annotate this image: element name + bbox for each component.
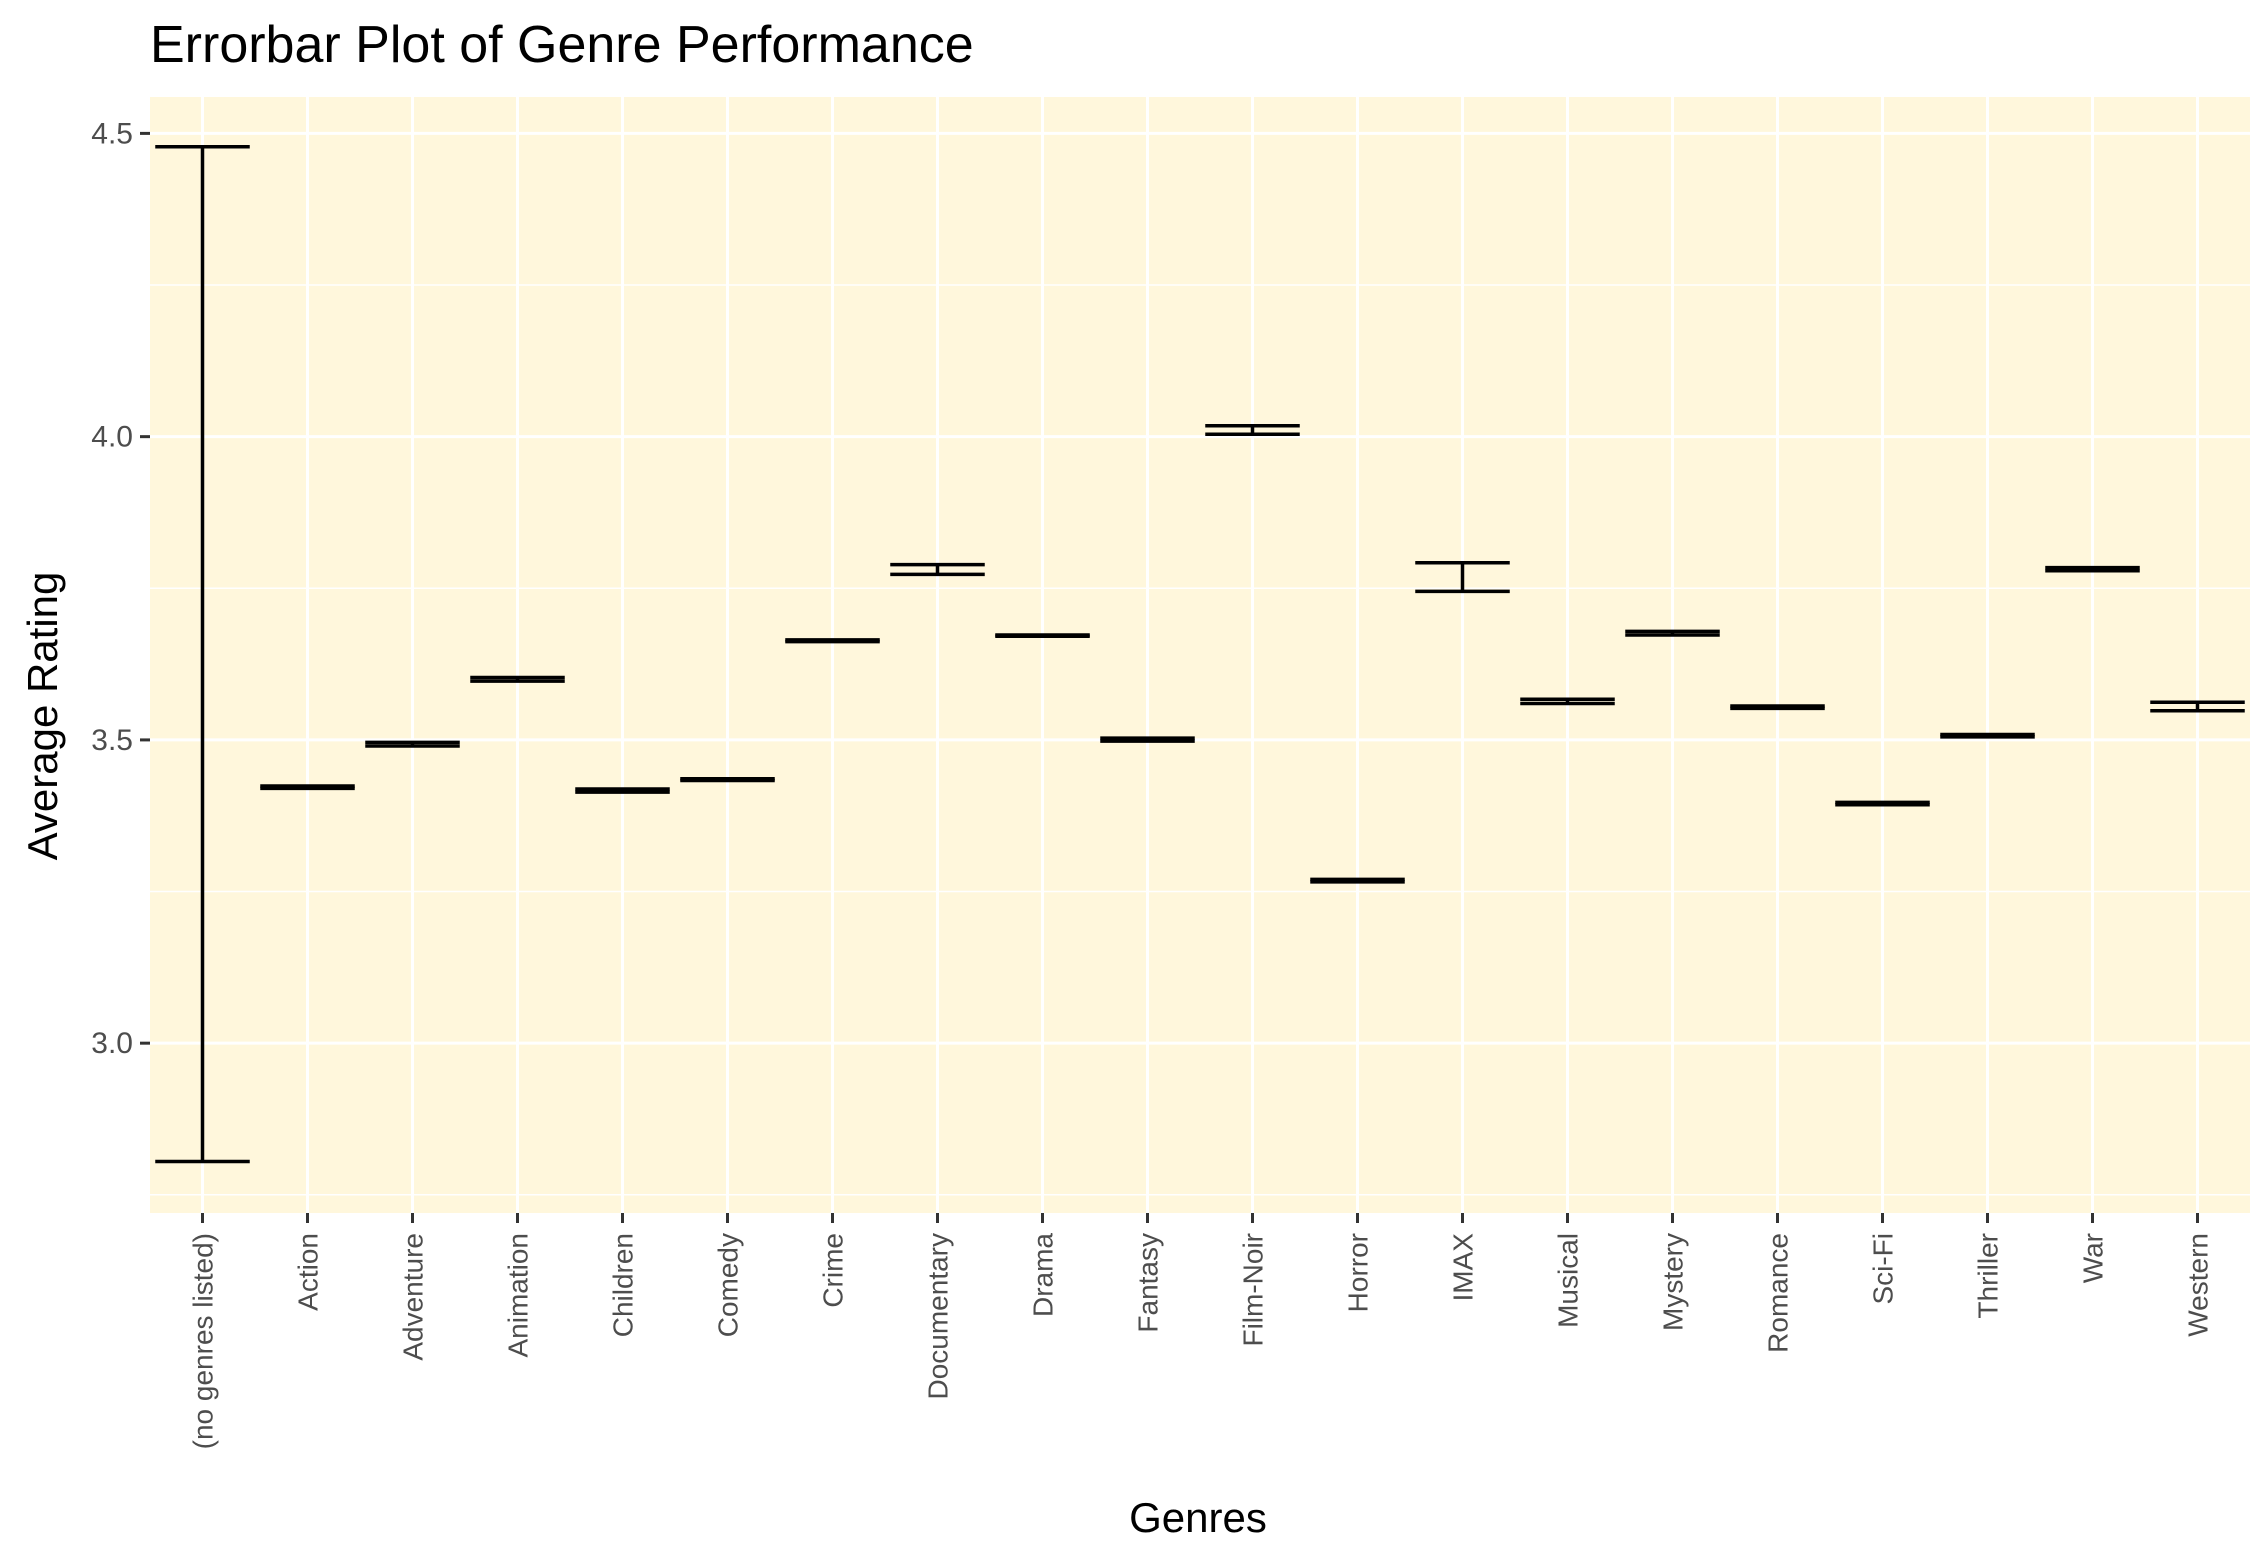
- errorbar: [365, 740, 460, 748]
- x-tick-label: Crime: [818, 1233, 849, 1308]
- x-axis: (no genres listed) Action Adventure Animati…: [188, 1213, 2214, 1449]
- x-tick-label: Drama: [1028, 1233, 1059, 1317]
- errorbar: [1730, 704, 1825, 711]
- y-tick-label: 4.5: [91, 117, 133, 150]
- chart-title: Errorbar Plot of Genre Performance: [150, 16, 974, 74]
- errorbar: [1625, 629, 1720, 637]
- errorbar: [890, 562, 985, 577]
- errorbar: [260, 784, 355, 791]
- x-tick-label: Horror: [1343, 1233, 1374, 1312]
- x-tick-label: Fantasy: [1133, 1233, 1164, 1333]
- errorbar: [2150, 700, 2245, 713]
- errorbar: [680, 776, 775, 783]
- errorbar: [1940, 732, 2035, 739]
- x-tick-label: Thriller: [1973, 1233, 2004, 1319]
- x-tick-label: IMAX: [1448, 1233, 1479, 1302]
- errorbar: [1415, 561, 1510, 594]
- errorbar: [1520, 697, 1615, 706]
- errorbars: [155, 144, 2245, 1164]
- plot-panel: [150, 97, 2250, 1213]
- x-axis-title: Genres: [1129, 1494, 1267, 1541]
- x-tick-label: Mystery: [1658, 1233, 1689, 1331]
- errorbar: [470, 675, 565, 683]
- errorbar: [1310, 877, 1405, 884]
- x-tick-label: Romance: [1763, 1233, 1794, 1353]
- errorbar: [785, 638, 880, 644]
- errorbar: [1835, 800, 1930, 807]
- x-tick-label: Sci-Fi: [1868, 1233, 1899, 1305]
- errorbar: [1205, 423, 1300, 436]
- errorbar: [155, 144, 250, 1164]
- x-tick-label: (no genres listed): [188, 1233, 219, 1449]
- errorbar: [1100, 736, 1195, 743]
- x-tick-label: Comedy: [713, 1233, 744, 1337]
- x-tick-label: Action: [293, 1233, 324, 1311]
- x-tick-label: War: [2078, 1233, 2109, 1283]
- x-tick-label: Animation: [503, 1233, 534, 1358]
- grid-lines: [150, 97, 2250, 1213]
- x-tick-label: Western: [2183, 1233, 2214, 1337]
- y-tick-label: 3.0: [91, 1027, 133, 1060]
- x-tick-label: Documentary: [923, 1233, 954, 1400]
- errorbar: [575, 787, 670, 794]
- y-axis: 3.0 3.5 4.0 4.5: [91, 117, 150, 1060]
- x-tick-label: Film-Noir: [1238, 1233, 1269, 1347]
- x-tick-label: Musical: [1553, 1233, 1584, 1328]
- y-tick-label: 4.0: [91, 421, 133, 454]
- errorbar: [995, 633, 1090, 638]
- y-axis-title: Average Rating: [19, 572, 66, 861]
- x-tick-label: Children: [608, 1233, 639, 1337]
- errorbar: [2045, 565, 2140, 573]
- x-tick-label: Adventure: [398, 1233, 429, 1361]
- y-tick-label: 3.5: [91, 724, 133, 757]
